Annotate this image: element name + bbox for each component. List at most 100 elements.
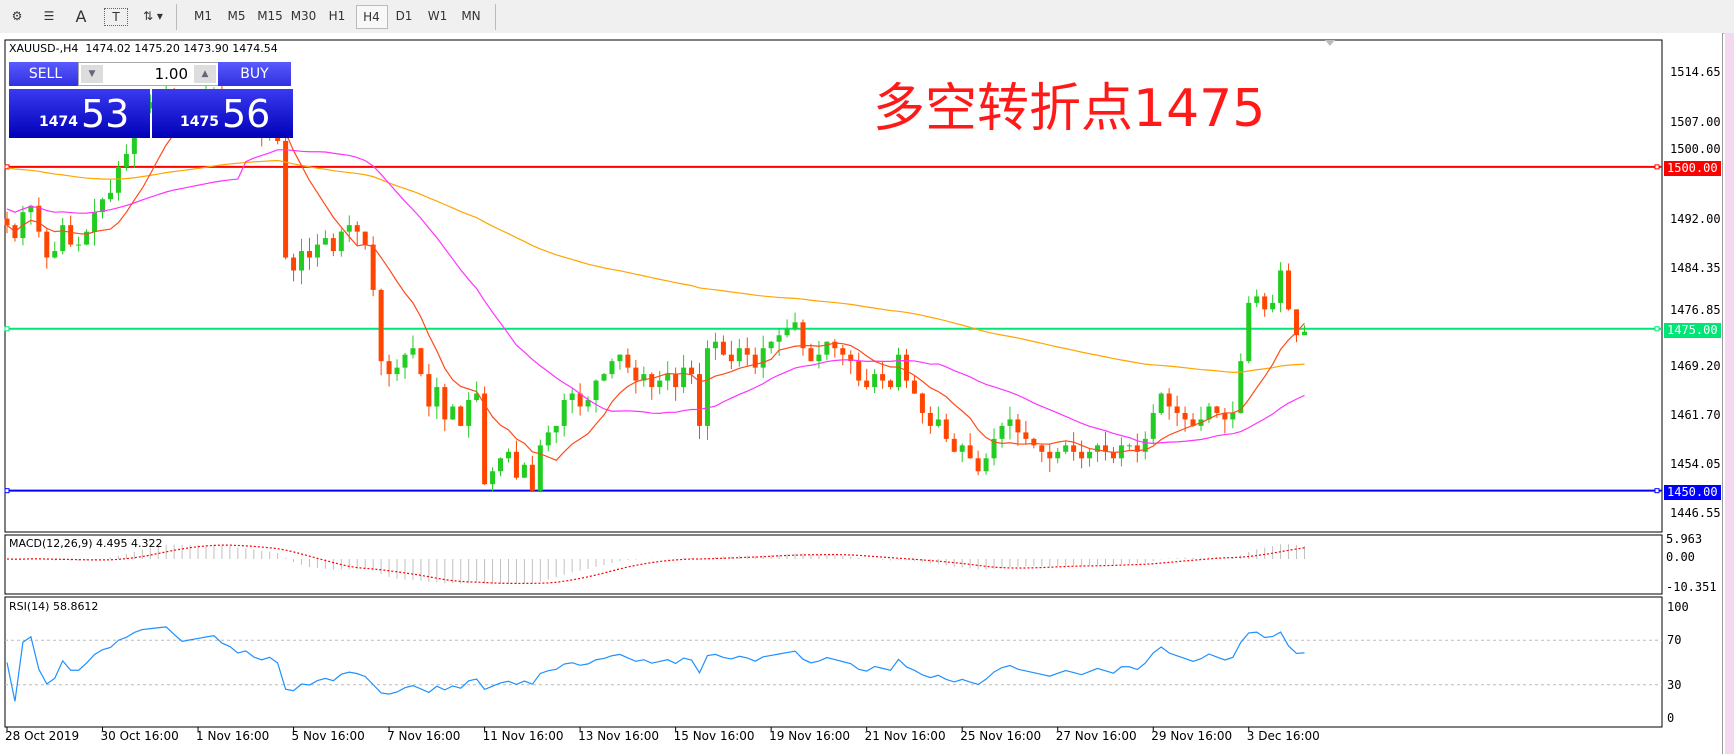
- toolbar: ⚙ ☰ A T ⇅ ▾ M1 M5 M15 M30 H1 H4 D1 W1 MN: [0, 0, 1734, 34]
- macd-axis-label: 0.00: [1666, 550, 1695, 564]
- level-handle: [4, 164, 10, 170]
- price-axis-label: 1476.85: [1670, 302, 1721, 317]
- rsi-axis-label: 30: [1667, 677, 1682, 692]
- candle-body: [322, 238, 328, 245]
- candle-body: [903, 354, 909, 381]
- candle-body: [505, 451, 511, 459]
- sell-button[interactable]: SELL: [9, 62, 82, 86]
- text-label-icon[interactable]: T: [104, 8, 128, 26]
- date-axis-label: 13 Nov 16:00: [578, 729, 660, 743]
- level-handle: [1654, 164, 1660, 170]
- rsi-label: RSI(14) 58.8612: [9, 600, 99, 613]
- candle-body: [896, 354, 902, 388]
- candle-body: [466, 400, 472, 426]
- candle-body: [760, 348, 766, 368]
- macd-label: MACD(12,26,9) 4.495 4.322: [9, 537, 163, 550]
- level-handle: [4, 326, 10, 332]
- buy-price-button[interactable]: 1475 56: [152, 89, 293, 138]
- text-icon[interactable]: A: [75, 6, 87, 26]
- date-axis-label: 5 Nov 16:00: [291, 729, 365, 743]
- candle-body: [880, 374, 886, 381]
- level-handle: [4, 488, 10, 494]
- buy-button[interactable]: BUY: [218, 62, 291, 86]
- date-axis-label: 1 Nov 16:00: [196, 729, 270, 743]
- candle-body: [490, 471, 496, 485]
- candle-body: [378, 289, 384, 362]
- timeframe-mn[interactable]: MN: [461, 9, 481, 23]
- timeframe-m30[interactable]: M30: [290, 9, 317, 23]
- lot-size-stepper[interactable]: ▼ 1.00 ▲: [78, 62, 219, 86]
- rsi-axis-label: 100: [1667, 600, 1689, 614]
- rsi-line: [6, 626, 1305, 702]
- candle-body: [704, 348, 710, 426]
- candle-body: [975, 458, 981, 472]
- candle-body: [633, 367, 639, 381]
- date-axis-label: 15 Nov 16:00: [673, 729, 755, 743]
- candle-body: [927, 412, 933, 426]
- candle-body: [1102, 445, 1108, 452]
- date-axis-label: 28 Oct 2019: [5, 729, 80, 743]
- candle-body: [681, 367, 687, 388]
- one-click-trading-panel: SELL ▼ 1.00 ▲ BUY 1474 53 1475 56: [9, 62, 293, 138]
- macd-signal-line: [6, 544, 1305, 585]
- macd-axis-label: -10.351: [1666, 580, 1717, 594]
- price-axis-label: 1500.00: [1670, 141, 1721, 156]
- timeframe-d1[interactable]: D1: [395, 9, 413, 23]
- timeframe-m5[interactable]: M5: [227, 9, 246, 23]
- candle-body: [545, 432, 551, 446]
- candle-body: [665, 374, 671, 381]
- candle-body: [577, 393, 583, 407]
- candle-body: [386, 361, 392, 375]
- candle-body: [1158, 393, 1164, 413]
- candle-body: [911, 380, 917, 394]
- candle-body: [1150, 412, 1156, 439]
- candle-body: [943, 419, 949, 439]
- level-handle: [1654, 326, 1660, 332]
- annotation-text: 多空转折点1475: [873, 79, 1266, 139]
- candle-body: [1230, 412, 1236, 420]
- candle-body: [68, 225, 74, 245]
- candle-body: [513, 451, 519, 478]
- candle-body: [736, 348, 742, 362]
- timeframe-h4[interactable]: H4: [355, 5, 388, 29]
- candle-body: [999, 425, 1005, 439]
- candle-body: [418, 348, 424, 375]
- timeframe-m15[interactable]: M15: [257, 9, 283, 23]
- sell-price-button[interactable]: 1474 53: [9, 89, 150, 138]
- candle-body: [641, 374, 647, 381]
- candle-body: [147, 102, 153, 109]
- fibo-icon[interactable]: ☰: [43, 9, 55, 23]
- candle-body: [967, 445, 973, 459]
- candle-body: [951, 438, 957, 452]
- candle-body: [593, 380, 599, 401]
- timeframe-w1[interactable]: W1: [427, 9, 448, 23]
- candle-body: [306, 251, 312, 258]
- price-axis-label: 1454.05: [1670, 457, 1721, 472]
- candle-body: [1182, 412, 1188, 420]
- candle-body: [426, 374, 432, 407]
- candle-body: [442, 387, 448, 420]
- arrows-icon[interactable]: ⇅ ▾: [143, 9, 163, 23]
- timeframe-m1[interactable]: M1: [194, 9, 212, 23]
- candle-body: [1190, 419, 1196, 426]
- candle-body: [338, 231, 344, 252]
- candle-body: [808, 348, 814, 362]
- macd-frame: [4, 534, 1663, 595]
- timeframe-h1[interactable]: H1: [328, 9, 346, 23]
- candle-body: [537, 445, 543, 491]
- candle-body: [521, 464, 527, 478]
- decrease-lot-icon[interactable]: ▼: [81, 65, 103, 83]
- increase-lot-icon[interactable]: ▲: [194, 65, 216, 83]
- lot-size-input[interactable]: 1.00: [154, 65, 188, 83]
- expert-icon[interactable]: ⚙: [11, 9, 23, 23]
- candle-body: [768, 341, 774, 349]
- candle-body: [1174, 406, 1180, 413]
- date-axis-label: 3 Dec 16:00: [1246, 729, 1320, 743]
- candle-body: [1023, 432, 1029, 439]
- candle-body: [283, 140, 289, 258]
- date-axis-label: 11 Nov 16:00: [482, 729, 564, 743]
- candle-body: [1015, 419, 1021, 433]
- candle-body: [44, 231, 50, 258]
- candle-body: [983, 458, 989, 472]
